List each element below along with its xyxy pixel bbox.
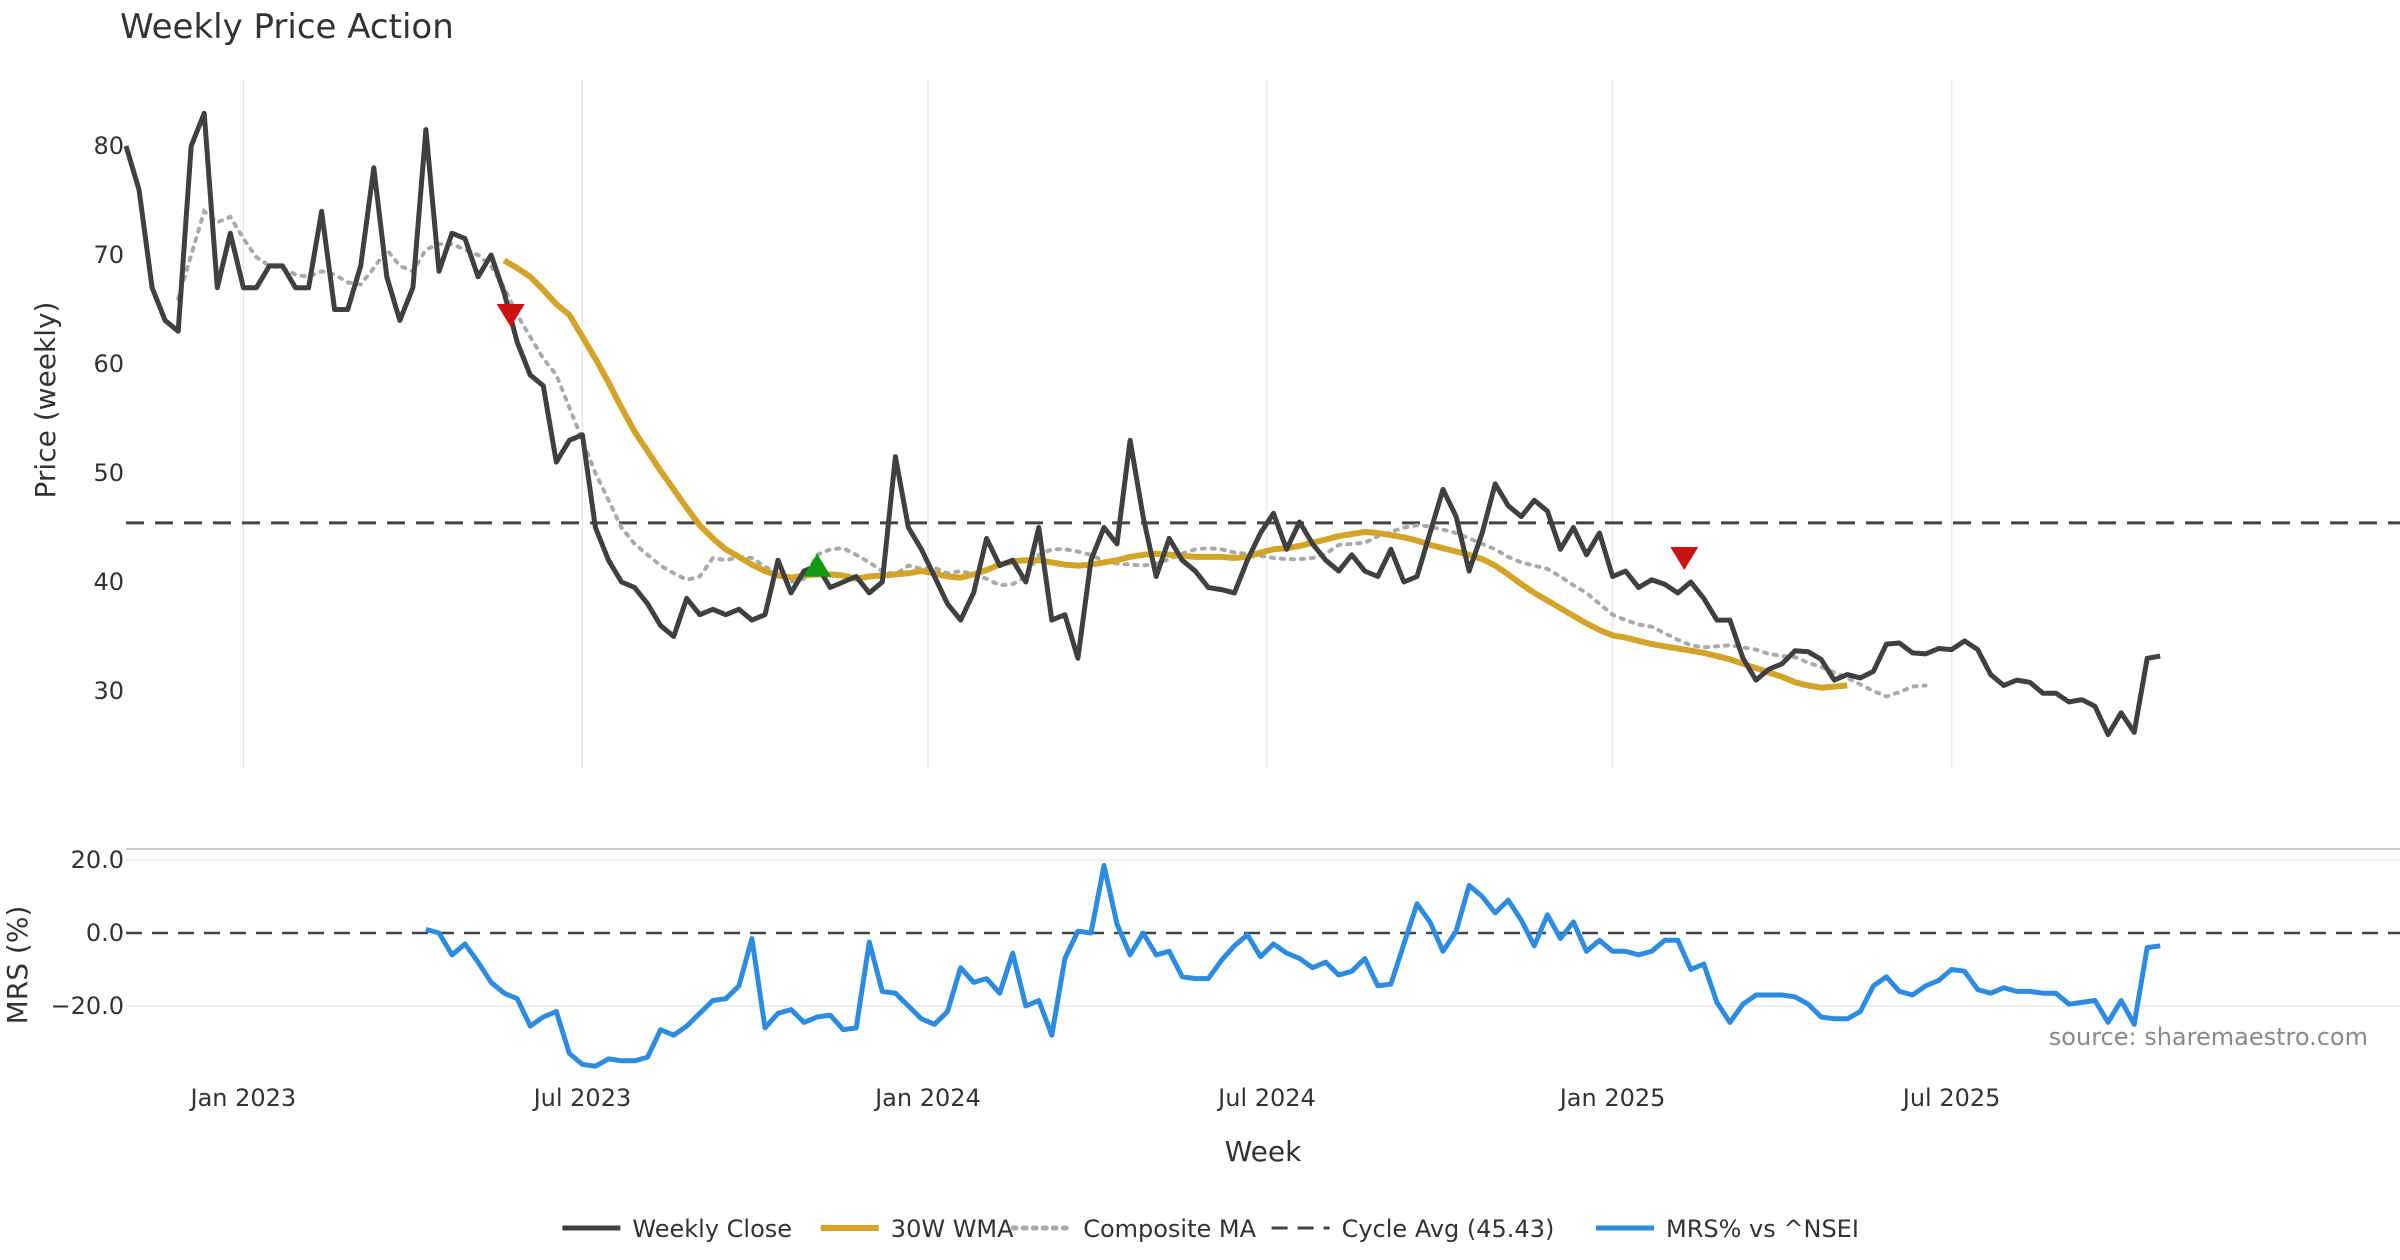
price-y-tick-label: 70	[93, 241, 124, 269]
legend-label: Weekly Close	[632, 1215, 792, 1243]
legend-item: 30W WMA	[820, 1215, 1014, 1243]
x-axis-ticks: Jan 2023 Jul 2023 Jan 2024 Jul 2024 Jan 2025…	[189, 1084, 2001, 1112]
legend-item: Cycle Avg (45.43)	[1271, 1215, 1555, 1243]
legend-item: MRS% vs ^NSEI	[1596, 1215, 1859, 1243]
legend-label: MRS% vs ^NSEI	[1666, 1215, 1859, 1243]
x-axis-label: Week	[1225, 1135, 1302, 1168]
weekly-close-line	[123, 110, 2161, 738]
source-annotation: source: sharemaestro.com	[2049, 1023, 2368, 1051]
mrs-panel: 20.0 0.0 −20.0 MRS (%) source: sharemaestr…	[1, 846, 2400, 1069]
mrs-line	[425, 863, 2161, 1069]
chart-title: Weekly Price Action	[120, 7, 454, 47]
price-y-tick-label: 30	[93, 677, 124, 705]
x-tick-label: Jul 2024	[1216, 1084, 1316, 1112]
price-y-tick-label: 80	[93, 132, 124, 160]
price-gridlines	[242, 80, 1953, 768]
legend-label: Cycle Avg (45.43)	[1342, 1215, 1555, 1243]
mrs-gridlines	[126, 859, 2400, 1007]
mrs-y-tick-label: −20.0	[50, 992, 124, 1020]
composite-ma-line	[176, 207, 1928, 699]
mrs-y-ticks: 20.0 0.0 −20.0	[50, 846, 124, 1020]
legend-item: Weekly Close	[562, 1215, 792, 1243]
price-panel: 30 40 50 60 70 80 Price (weekly)	[29, 80, 2400, 768]
x-tick-label: Jan 2025	[1558, 1084, 1666, 1112]
x-tick-label: Jul 2023	[532, 1084, 632, 1112]
sell-signal-marker	[1670, 547, 1699, 571]
x-tick-label: Jul 2025	[1901, 1084, 2001, 1112]
legend-label: 30W WMA	[891, 1215, 1014, 1243]
signal-markers	[496, 303, 1699, 577]
price-y-tick-label: 60	[93, 350, 124, 378]
legend: Weekly Close 30W WMA Composite MA Cycle Avg…	[562, 1215, 1859, 1243]
buy-signal-marker	[803, 553, 832, 577]
mrs-y-axis-label: MRS (%)	[1, 906, 34, 1025]
wma-30-line	[502, 257, 1848, 691]
price-y-tick-label: 50	[93, 459, 124, 487]
price-y-tick-label: 40	[93, 568, 124, 596]
sell-signal-marker	[496, 303, 525, 327]
x-tick-label: Jan 2023	[189, 1084, 297, 1112]
price-y-ticks: 30 40 50 60 70 80	[93, 132, 124, 705]
legend-label: Composite MA	[1083, 1215, 1256, 1243]
mrs-y-tick-label: 20.0	[71, 846, 124, 874]
legend-item: Composite MA	[1010, 1215, 1257, 1243]
price-y-axis-label: Price (weekly)	[29, 302, 62, 499]
x-tick-label: Jan 2024	[873, 1084, 981, 1112]
mrs-y-tick-label: 0.0	[86, 919, 124, 947]
